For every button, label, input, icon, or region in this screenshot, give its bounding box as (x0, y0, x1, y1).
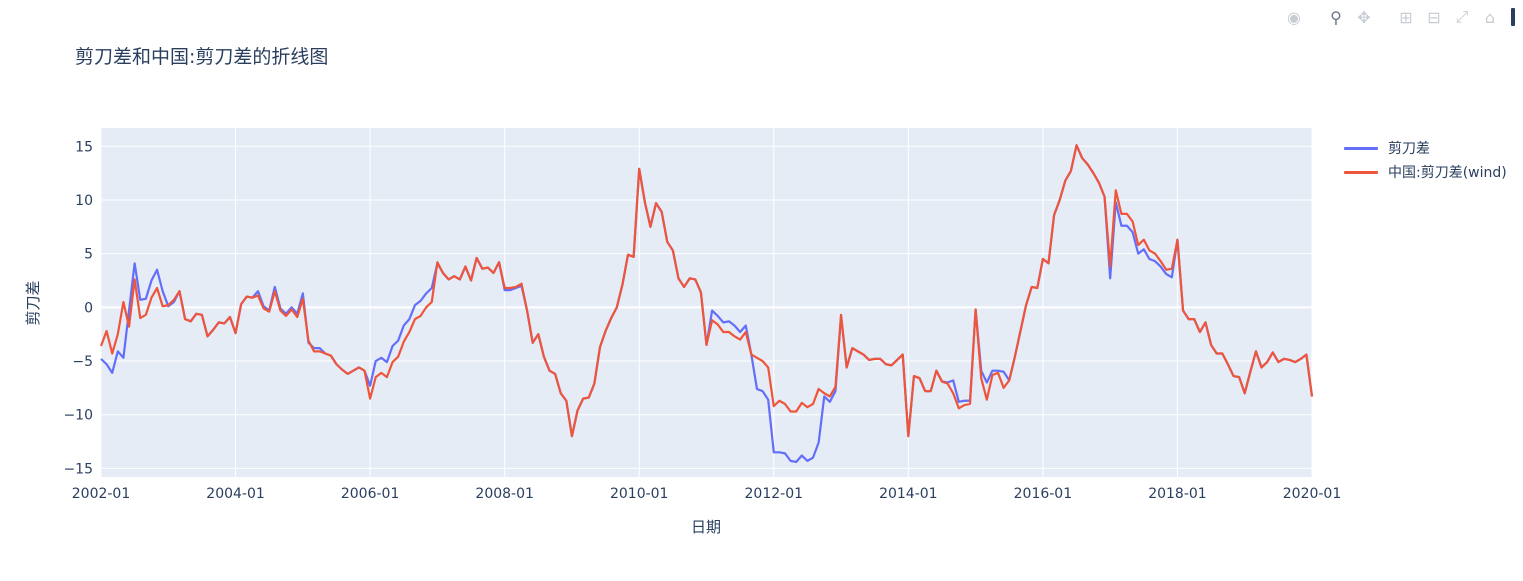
legend-swatch (1344, 146, 1378, 150)
x-tick-label: 2018-01 (1148, 486, 1207, 502)
series-line-2[interactable] (99, 144, 1314, 438)
y-axis-title: 剪刀差 (24, 280, 42, 325)
zoom-in-icon[interactable]: ⊞ (1399, 7, 1413, 27)
zoom-out-icon[interactable]: ⊟ (1427, 7, 1441, 27)
y-tick-label: 10 (75, 193, 93, 209)
reset-home-icon[interactable]: ⌂ (1484, 7, 1496, 27)
zoom-icon[interactable]: ⚲ (1330, 7, 1342, 27)
plot-area[interactable] (101, 128, 1312, 477)
x-tick-label: 2010-01 (610, 486, 669, 502)
legend-item-1[interactable]: 剪刀差 (1344, 136, 1507, 160)
x-tick-label: 2004-01 (206, 486, 265, 502)
x-tick-label: 2016-01 (1014, 486, 1073, 502)
y-tick-labels: 15 10 5 0 −5 −10 −15 (63, 139, 93, 477)
legend: 剪刀差中国:剪刀差(wind) (1344, 136, 1507, 184)
x-tick-label: 2008-01 (475, 486, 534, 502)
y-tick-label: −15 (63, 461, 93, 477)
legend-item-2[interactable]: 中国:剪刀差(wind) (1344, 160, 1507, 184)
x-tick-label: 2002-01 (72, 486, 131, 502)
y-tick-label: 15 (75, 139, 93, 155)
pan-icon[interactable]: ✥ (1357, 7, 1371, 27)
autoscale-icon[interactable]: ⤢ (1455, 7, 1469, 26)
series-lines (99, 144, 1314, 464)
x-gridlines (100, 128, 1313, 477)
modebar: ◉ ⚲ ✥ ⊞ ⊟ ⤢ ⌂ (1283, 6, 1515, 28)
legend-label: 剪刀差 (1388, 141, 1430, 157)
legend-swatch (1344, 170, 1378, 174)
x-tick-label: 2014-01 (879, 486, 938, 502)
x-tick-label: 2012-01 (745, 486, 804, 502)
x-axis-title: 日期 (691, 518, 721, 536)
y-tick-label: −10 (63, 408, 93, 424)
x-tick-label: 2020-01 (1283, 486, 1342, 502)
modebar-logo-bar (1511, 8, 1515, 26)
chart-title: 剪刀差和中国:剪刀差的折线图 (75, 46, 329, 68)
y-tick-label: 5 (84, 247, 93, 263)
y-tick-label: −5 (72, 354, 93, 370)
camera-icon[interactable]: ◉ (1287, 7, 1301, 27)
x-tick-labels: 2002-01 2004-01 2006-01 2008-01 2010-01 2012-… (72, 486, 1342, 502)
y-tick-label: 0 (84, 300, 93, 316)
legend-label: 中国:剪刀差(wind) (1388, 165, 1507, 181)
x-tick-label: 2006-01 (341, 486, 400, 502)
